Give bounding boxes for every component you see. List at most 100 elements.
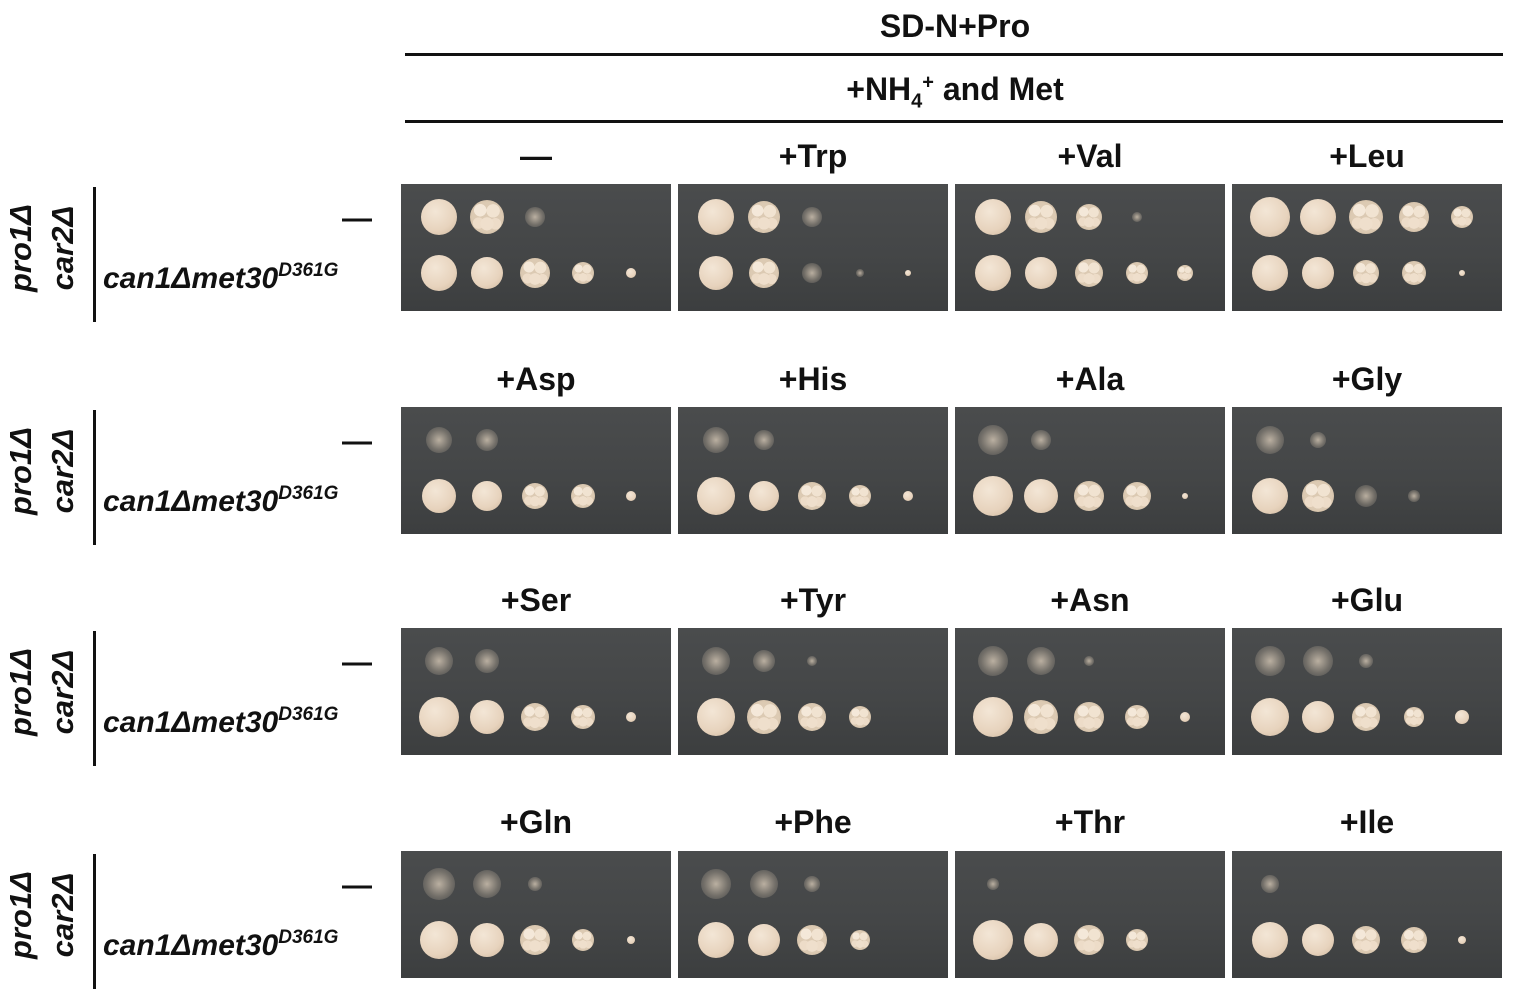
colony-spot [626,491,636,501]
genotype-label-car2: car2Δ [45,205,80,290]
condition-label: +Ser [500,582,572,618]
sparse-growth-spot [807,656,817,666]
sparse-growth-spot [1027,647,1055,675]
strain-label-control: — [342,202,372,235]
supplement-subscript: 4 [911,90,923,113]
colony-spot [1024,700,1058,734]
strain-allele: D361G [278,704,339,725]
condition-label: +Trp [778,138,848,174]
colony-spot [1182,493,1188,499]
strain-label-control: — [342,646,372,679]
agar-plate-image [1232,184,1502,311]
strain-name: can1Δmet30 [103,929,279,962]
colony-spot [1025,201,1057,233]
sparse-growth-spot [1031,430,1051,450]
sparse-growth-spot [525,207,545,227]
strain-name: can1Δmet30 [103,262,279,295]
colony-spot [470,700,504,734]
colony-spot [1402,261,1426,285]
colony-spot [975,199,1011,235]
sparse-growth-spot [978,425,1008,455]
colony-spot [697,698,735,736]
sparse-growth-spot [473,870,501,898]
agar-plate-image [678,628,948,755]
sparse-growth-spot [423,868,455,900]
condition-label: +Ile [1339,804,1395,840]
sparse-growth-spot [425,647,453,675]
colony-spot [470,923,504,957]
genotype-label-car2: car2Δ [45,649,80,734]
strain-name: can1Δmet30 [103,706,279,739]
sparse-growth-spot [1303,646,1333,676]
colony-spot [1126,929,1148,951]
sparse-growth-spot [987,878,999,890]
sparse-growth-spot [802,207,822,227]
medium-underline [405,53,1503,56]
supplement-suffix: and Met [933,71,1064,107]
colony-spot [1302,257,1334,289]
condition-label: +Phe [774,804,852,840]
colony-spot [699,256,733,290]
medium-title: SD-N+Pro [879,8,1031,44]
colony-spot [973,697,1013,737]
colony-spot [1252,255,1288,291]
colony-spot [849,485,871,507]
colony-spot [1455,710,1469,724]
sparse-growth-spot [804,876,820,892]
genotype-label-pro1: pro1Δ [3,647,38,736]
colony-spot [698,199,734,235]
colony-spot [1302,701,1334,733]
colony-spot [1399,202,1429,232]
agar-plate-image [401,851,671,978]
strain-label-control: — [342,869,372,902]
genotype-label-pro1: pro1Δ [3,203,38,292]
colony-spot [748,924,780,956]
colony-spot [1250,197,1290,237]
sparse-growth-spot [701,869,731,899]
colony-spot [421,199,457,235]
colony-spot [1401,927,1427,953]
sparse-growth-spot [703,427,729,453]
colony-spot [797,925,827,955]
genotype-bracket-line [93,854,96,989]
colony-spot [1404,707,1424,727]
colony-spot [422,479,456,513]
colony-spot [1352,926,1380,954]
sparse-growth-spot [754,430,774,450]
colony-spot [849,706,871,728]
agar-plate-image [678,851,948,978]
colony-spot [1252,478,1288,514]
agar-plate-image [401,628,671,755]
colony-spot [1074,702,1104,732]
colony-spot [698,922,734,958]
colony-spot [798,482,826,510]
genotype-bracket-line [93,187,96,322]
sparse-growth-spot [702,647,730,675]
colony-spot [798,703,826,731]
colony-spot [1074,481,1104,511]
colony-spot [1459,270,1465,276]
sparse-growth-spot [1255,646,1285,676]
agar-plate-image [678,184,948,311]
sparse-growth-spot [1408,490,1420,502]
colony-spot [522,483,548,509]
agar-plate-image [1232,407,1502,534]
colony-spot [1126,262,1148,284]
agar-plate-image [955,851,1225,978]
colony-spot [521,703,549,731]
colony-spot [1024,923,1058,957]
colony-spot [571,484,595,508]
colony-spot [1349,200,1383,234]
condition-label: +Glu [1330,582,1403,618]
colony-spot [420,921,458,959]
sparse-growth-spot [856,269,864,277]
condition-label: +Val [1057,138,1123,174]
colony-spot [626,268,636,278]
condition-label: +Ala [1055,361,1125,397]
sparse-growth-spot [475,649,499,673]
agar-plate-image [1232,628,1502,755]
colony-spot [627,936,635,944]
colony-spot [697,477,735,515]
sparse-growth-spot [1355,485,1377,507]
colony-spot [470,200,504,234]
